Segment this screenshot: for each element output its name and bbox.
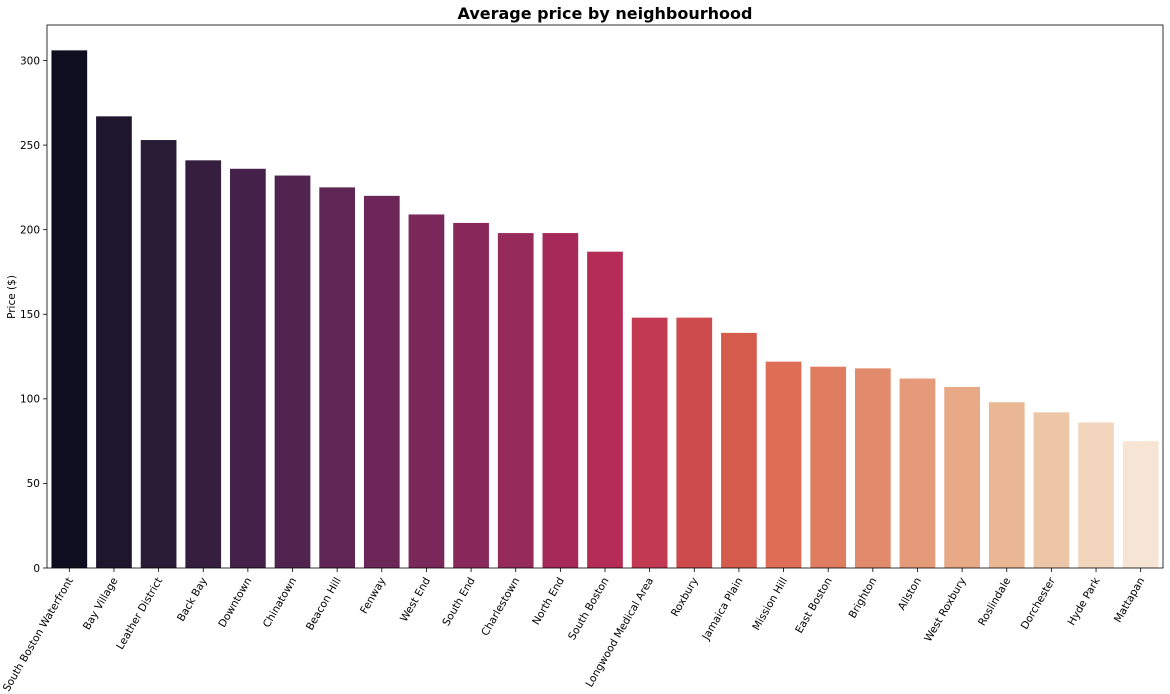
y-tick-label: 0	[33, 563, 40, 575]
bar	[765, 361, 802, 568]
bar	[1122, 441, 1159, 568]
x-tick-label: Brighton	[847, 576, 880, 621]
x-tick-label: South End	[440, 576, 477, 629]
bar	[230, 168, 266, 569]
x-tick-label: Charlestown	[479, 576, 522, 639]
bar	[676, 317, 713, 568]
plot-frame	[46, 24, 1164, 569]
x-tick-label: Mattapan	[1112, 576, 1147, 625]
x-tick-label: Downtown	[216, 576, 254, 630]
bar	[1078, 422, 1114, 568]
y-tick-label: 250	[20, 140, 40, 152]
y-axis: 0 50 100 150 200 250 300	[20, 55, 47, 575]
y-axis-title: Price ($)	[6, 275, 18, 319]
y-tick-label: 200	[20, 224, 40, 236]
x-tick-label: South Boston Waterfront	[1, 576, 76, 694]
bar	[899, 378, 936, 568]
y-tick-label: 50	[27, 478, 40, 490]
x-tick-label: East Boston	[793, 576, 835, 636]
bar-series	[51, 50, 1159, 569]
bar	[497, 233, 534, 568]
bar	[988, 402, 1025, 568]
bar	[587, 251, 623, 569]
bar	[631, 317, 668, 568]
x-tick-label: Fenway	[358, 576, 388, 616]
bar	[453, 222, 489, 569]
bar	[51, 50, 88, 569]
x-tick-label: Leather District	[114, 576, 165, 652]
x-tick-label: Allston	[896, 576, 924, 613]
x-tick-label: Mission Hill	[750, 576, 790, 633]
y-tick-label: 100	[20, 394, 40, 406]
bar	[96, 116, 132, 568]
bar	[319, 187, 356, 568]
x-tick-label: West End	[398, 576, 433, 625]
bar	[363, 195, 400, 568]
bar	[185, 160, 222, 568]
y-tick-label: 150	[20, 309, 40, 321]
x-tick-label: Dorchester	[1019, 575, 1059, 632]
bar	[810, 366, 847, 568]
x-tick-label: Jamaica Plain	[700, 576, 746, 643]
bar	[944, 387, 980, 568]
chart-title: Average price by neighbourhood	[458, 4, 753, 23]
x-tick-label: Roxbury	[669, 576, 701, 619]
x-tick-label: West Roxbury	[922, 576, 968, 644]
bar	[542, 233, 579, 568]
bar	[854, 368, 891, 568]
x-tick-label: Chinatown	[261, 576, 299, 630]
x-tick-label: North End	[530, 576, 567, 628]
x-tick-label: Roslindale	[976, 576, 1013, 628]
bar	[408, 214, 445, 568]
x-tick-label: Hyde Park	[1066, 575, 1103, 628]
x-axis: South Boston Waterfront Bay VillageLeathe…	[1, 568, 1147, 694]
bar	[1033, 412, 1070, 568]
x-tick-label: Bay Village	[81, 576, 121, 633]
bar	[140, 140, 177, 568]
x-tick-label: Back Bay	[175, 576, 210, 624]
x-tick-label: South Boston	[566, 576, 611, 643]
bar	[274, 175, 311, 569]
bar	[721, 332, 757, 568]
x-tick-label: Beacon Hill	[304, 576, 344, 633]
y-tick-label: 300	[20, 55, 40, 67]
